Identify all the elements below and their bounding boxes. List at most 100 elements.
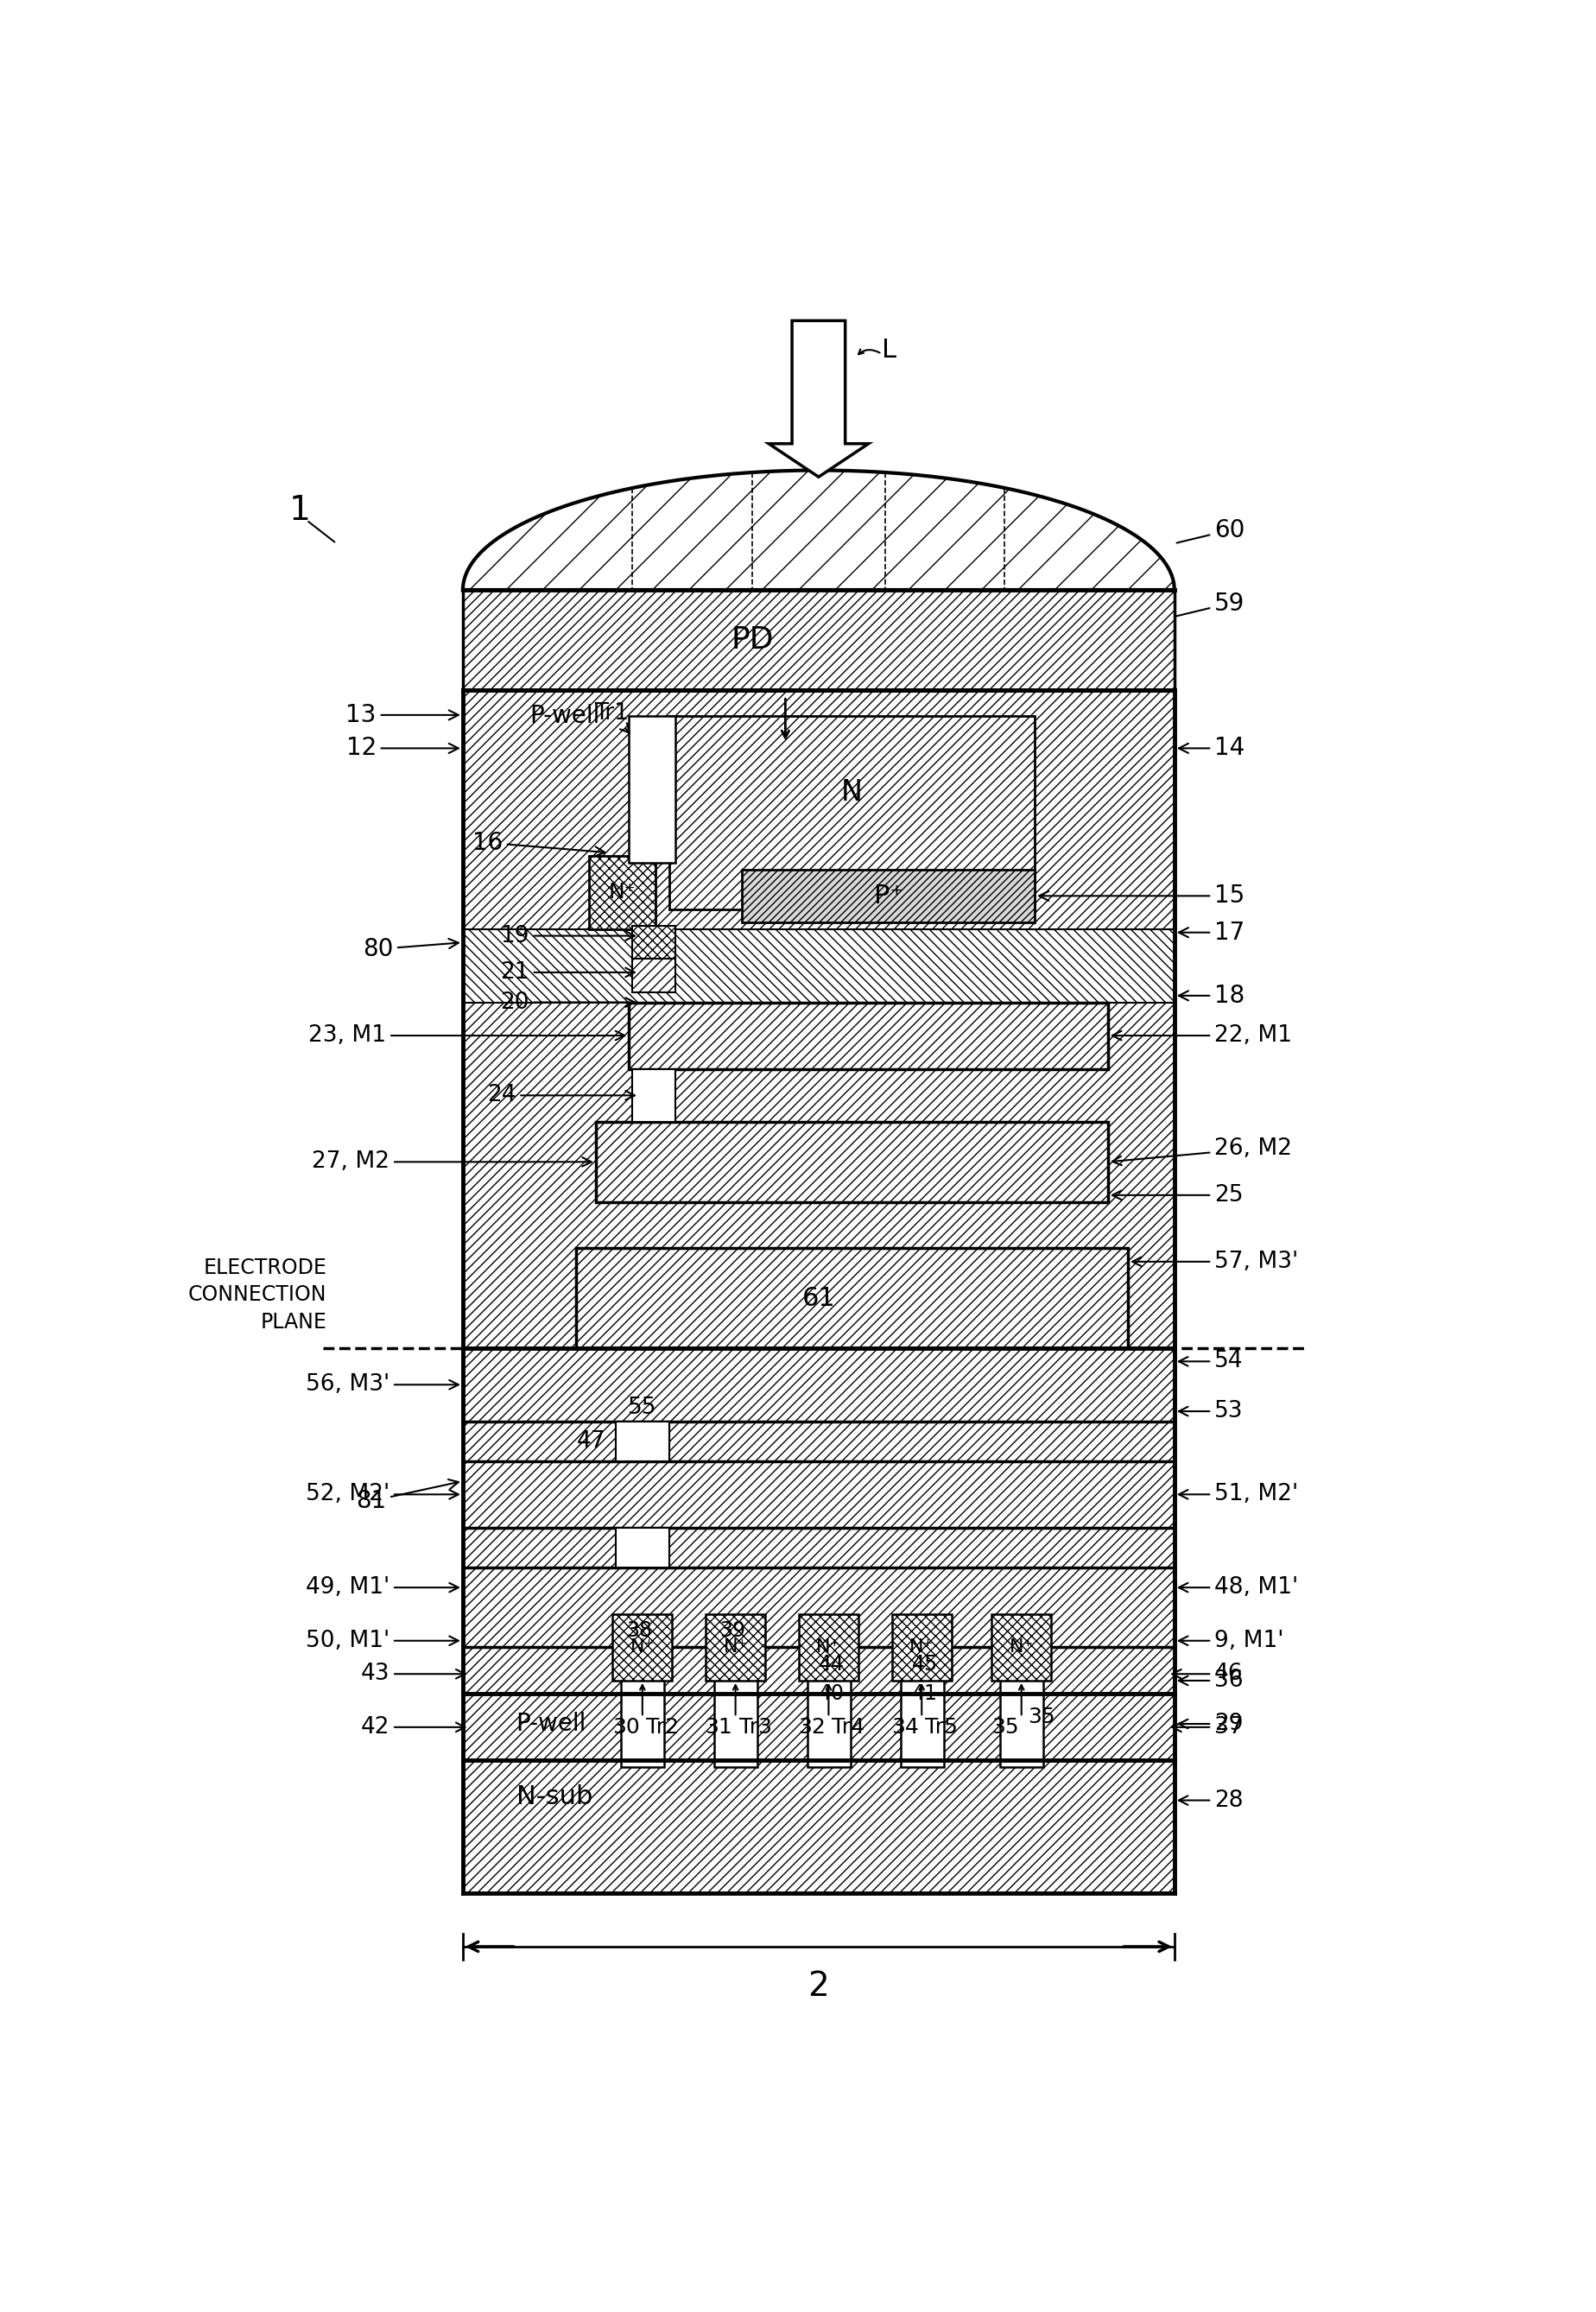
Text: 22, M1: 22, M1: [1112, 1024, 1293, 1047]
Bar: [576, 1248, 1128, 1348]
Bar: [715, 1648, 758, 1766]
Text: N⁺: N⁺: [723, 1639, 747, 1655]
Bar: [616, 1528, 669, 1568]
Text: 26, M2: 26, M2: [1112, 1138, 1293, 1165]
Text: 16: 16: [472, 830, 605, 855]
Bar: [589, 855, 656, 929]
Text: 50, M1': 50, M1': [306, 1630, 458, 1653]
Bar: [463, 1695, 1175, 1759]
Text: 51, M2': 51, M2': [1179, 1484, 1298, 1505]
Text: 39: 39: [720, 1621, 745, 1642]
Text: 53: 53: [1179, 1401, 1243, 1422]
Text: 29: 29: [1179, 1713, 1243, 1734]
Text: 40: 40: [819, 1683, 844, 1704]
Text: 27, M2: 27, M2: [311, 1151, 592, 1172]
Text: N⁺: N⁺: [630, 1639, 654, 1655]
Text: 17: 17: [1179, 920, 1245, 946]
Text: 81: 81: [356, 1480, 458, 1512]
Text: 13: 13: [346, 703, 458, 726]
Text: 55: 55: [627, 1396, 658, 1420]
Text: 59: 59: [1176, 592, 1245, 615]
Text: P-well: P-well: [516, 1711, 586, 1736]
Bar: [808, 1648, 851, 1766]
Text: 32: 32: [798, 1718, 825, 1739]
Text: 41: 41: [913, 1683, 938, 1704]
Bar: [463, 1648, 1175, 1695]
Bar: [595, 1121, 1108, 1202]
Bar: [463, 590, 1175, 689]
Text: 9, M1': 9, M1': [1179, 1630, 1283, 1653]
Bar: [632, 1068, 675, 1121]
Text: 35: 35: [991, 1718, 1018, 1739]
Text: 20: 20: [501, 992, 635, 1013]
Bar: [632, 925, 675, 959]
Text: 14: 14: [1179, 735, 1245, 761]
Text: 35: 35: [1028, 1706, 1055, 1727]
Text: 25: 25: [1112, 1184, 1243, 1207]
Text: 1: 1: [289, 495, 311, 527]
Text: N: N: [841, 779, 863, 807]
Text: 45: 45: [911, 1653, 938, 1674]
Bar: [463, 929, 1175, 1003]
Text: 21: 21: [501, 962, 635, 983]
Text: PD: PD: [731, 624, 774, 654]
Text: 36: 36: [1179, 1669, 1243, 1692]
Text: 56, M3': 56, M3': [306, 1373, 458, 1396]
Text: ELECTRODE
CONNECTION
PLANE: ELECTRODE CONNECTION PLANE: [188, 1258, 327, 1332]
Text: Tr2: Tr2: [646, 1718, 678, 1739]
Text: 34: 34: [891, 1718, 919, 1739]
Text: 61: 61: [801, 1285, 835, 1311]
Polygon shape: [463, 469, 1175, 590]
Text: P-well: P-well: [530, 705, 600, 728]
Text: N⁺: N⁺: [1009, 1639, 1034, 1655]
Text: 23, M1: 23, M1: [308, 1024, 624, 1047]
Text: 44: 44: [819, 1653, 844, 1674]
Text: 46: 46: [1171, 1662, 1243, 1685]
Text: 60: 60: [1176, 518, 1245, 543]
Text: 37: 37: [1171, 1716, 1243, 1739]
Bar: [613, 1614, 672, 1681]
Polygon shape: [769, 321, 868, 476]
Text: 18: 18: [1179, 983, 1245, 1008]
Text: 19: 19: [501, 925, 635, 948]
Bar: [629, 1003, 1108, 1068]
Bar: [463, 1348, 1175, 1695]
Bar: [632, 959, 675, 992]
Text: 2: 2: [808, 1970, 830, 2002]
Text: Tr3: Tr3: [739, 1718, 772, 1739]
Text: 15: 15: [1039, 883, 1245, 909]
Bar: [463, 1568, 1175, 1648]
Text: 43: 43: [361, 1662, 464, 1685]
Bar: [616, 1422, 669, 1461]
Bar: [621, 1648, 664, 1766]
Bar: [616, 1422, 669, 1461]
Bar: [798, 1614, 859, 1681]
Text: 24: 24: [487, 1084, 635, 1107]
Text: N⁺: N⁺: [910, 1639, 934, 1655]
Text: 28: 28: [1179, 1789, 1243, 1813]
Bar: [1001, 1648, 1044, 1766]
Text: 31: 31: [705, 1718, 733, 1739]
Bar: [892, 1614, 951, 1681]
Text: 49, M1': 49, M1': [306, 1577, 458, 1598]
Bar: [900, 1648, 943, 1766]
Text: N⁺: N⁺: [608, 883, 637, 904]
Text: Tr1: Tr1: [595, 703, 629, 733]
Bar: [463, 1759, 1175, 1894]
Bar: [463, 1348, 1175, 1422]
Text: Tr5: Tr5: [926, 1718, 958, 1739]
Text: 52, M2': 52, M2': [306, 1484, 458, 1505]
Text: 42: 42: [361, 1716, 464, 1739]
Bar: [463, 1461, 1175, 1528]
Bar: [669, 717, 1034, 909]
Bar: [705, 1614, 766, 1681]
Text: 47: 47: [576, 1431, 606, 1452]
Text: 57, M3': 57, M3': [1132, 1251, 1298, 1274]
Text: N⁺: N⁺: [817, 1639, 841, 1655]
Bar: [629, 717, 675, 862]
Text: L: L: [881, 338, 897, 363]
Text: 30: 30: [611, 1718, 640, 1739]
Text: 80: 80: [362, 936, 458, 962]
Text: 48, M1': 48, M1': [1179, 1577, 1298, 1598]
Text: 12: 12: [346, 735, 458, 761]
